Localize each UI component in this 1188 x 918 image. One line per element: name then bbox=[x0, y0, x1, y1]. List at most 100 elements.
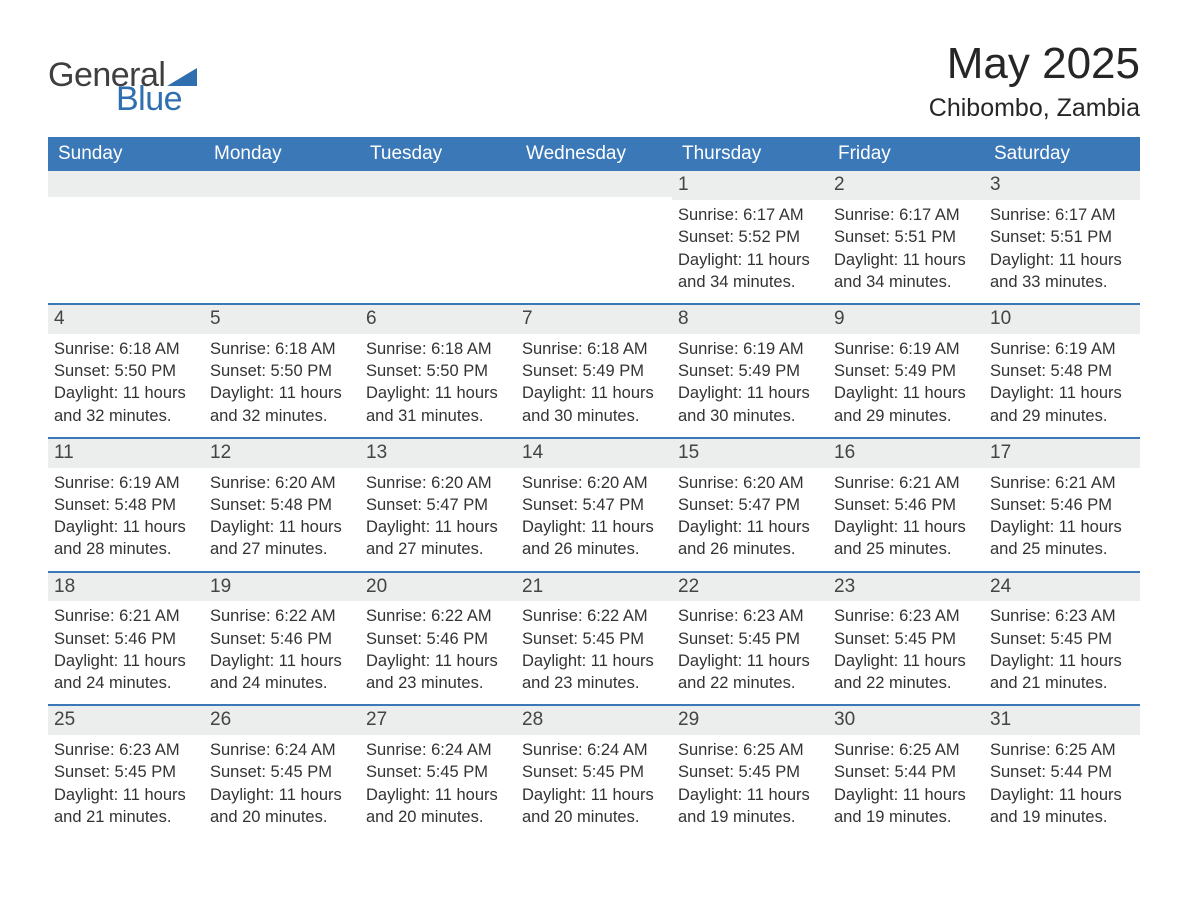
day-cell: 31Sunrise: 6:25 AMSunset: 5:44 PMDayligh… bbox=[984, 704, 1140, 838]
sunset-text: Sunset: 5:50 PM bbox=[210, 360, 354, 382]
day-details: Sunrise: 6:19 AMSunset: 5:49 PMDaylight:… bbox=[672, 334, 828, 437]
day-cell: 3Sunrise: 6:17 AMSunset: 5:51 PMDaylight… bbox=[984, 171, 1140, 303]
location: Chibombo, Zambia bbox=[929, 94, 1140, 123]
day-number: 17 bbox=[984, 437, 1140, 468]
day-number bbox=[204, 171, 360, 197]
sunrise-text: Sunrise: 6:18 AM bbox=[54, 338, 198, 360]
day-cell: 12Sunrise: 6:20 AMSunset: 5:48 PMDayligh… bbox=[204, 437, 360, 571]
day-cell bbox=[48, 171, 204, 303]
sunrise-text: Sunrise: 6:24 AM bbox=[210, 739, 354, 761]
sunrise-text: Sunrise: 6:19 AM bbox=[54, 472, 198, 494]
sunrise-text: Sunrise: 6:22 AM bbox=[366, 605, 510, 627]
day-cell: 23Sunrise: 6:23 AMSunset: 5:45 PMDayligh… bbox=[828, 571, 984, 705]
sunset-text: Sunset: 5:46 PM bbox=[54, 628, 198, 650]
sunset-text: Sunset: 5:45 PM bbox=[366, 761, 510, 783]
day-cell: 8Sunrise: 6:19 AMSunset: 5:49 PMDaylight… bbox=[672, 303, 828, 437]
sunset-text: Sunset: 5:44 PM bbox=[834, 761, 978, 783]
day-number: 21 bbox=[516, 571, 672, 602]
day-cell: 7Sunrise: 6:18 AMSunset: 5:49 PMDaylight… bbox=[516, 303, 672, 437]
day-details: Sunrise: 6:22 AMSunset: 5:46 PMDaylight:… bbox=[360, 601, 516, 704]
sunset-text: Sunset: 5:48 PM bbox=[990, 360, 1134, 382]
sunset-text: Sunset: 5:49 PM bbox=[522, 360, 666, 382]
day-details: Sunrise: 6:24 AMSunset: 5:45 PMDaylight:… bbox=[204, 735, 360, 838]
day-cell: 21Sunrise: 6:22 AMSunset: 5:45 PMDayligh… bbox=[516, 571, 672, 705]
sunrise-text: Sunrise: 6:23 AM bbox=[54, 739, 198, 761]
weekday-header: Sunday bbox=[48, 137, 204, 171]
weekday-header: Monday bbox=[204, 137, 360, 171]
day-cell: 18Sunrise: 6:21 AMSunset: 5:46 PMDayligh… bbox=[48, 571, 204, 705]
sunrise-text: Sunrise: 6:20 AM bbox=[210, 472, 354, 494]
sunrise-text: Sunrise: 6:23 AM bbox=[834, 605, 978, 627]
week-row: 18Sunrise: 6:21 AMSunset: 5:46 PMDayligh… bbox=[48, 571, 1140, 705]
sunrise-text: Sunrise: 6:17 AM bbox=[834, 204, 978, 226]
day-number: 18 bbox=[48, 571, 204, 602]
day-cell bbox=[516, 171, 672, 303]
weekday-header: Tuesday bbox=[360, 137, 516, 171]
sunset-text: Sunset: 5:45 PM bbox=[678, 761, 822, 783]
sunset-text: Sunset: 5:45 PM bbox=[834, 628, 978, 650]
day-cell: 11Sunrise: 6:19 AMSunset: 5:48 PMDayligh… bbox=[48, 437, 204, 571]
daylight-text: Daylight: 11 hours and 22 minutes. bbox=[834, 650, 978, 695]
sunset-text: Sunset: 5:48 PM bbox=[54, 494, 198, 516]
week-row: 25Sunrise: 6:23 AMSunset: 5:45 PMDayligh… bbox=[48, 704, 1140, 838]
day-cell: 14Sunrise: 6:20 AMSunset: 5:47 PMDayligh… bbox=[516, 437, 672, 571]
header: General Blue May 2025 Chibombo, Zambia bbox=[48, 40, 1140, 123]
sunrise-text: Sunrise: 6:19 AM bbox=[678, 338, 822, 360]
sunrise-text: Sunrise: 6:25 AM bbox=[990, 739, 1134, 761]
day-number: 22 bbox=[672, 571, 828, 602]
day-details: Sunrise: 6:17 AMSunset: 5:51 PMDaylight:… bbox=[828, 200, 984, 303]
sunrise-text: Sunrise: 6:24 AM bbox=[522, 739, 666, 761]
day-cell: 19Sunrise: 6:22 AMSunset: 5:46 PMDayligh… bbox=[204, 571, 360, 705]
daylight-text: Daylight: 11 hours and 19 minutes. bbox=[834, 784, 978, 829]
day-number: 13 bbox=[360, 437, 516, 468]
daylight-text: Daylight: 11 hours and 23 minutes. bbox=[522, 650, 666, 695]
day-details: Sunrise: 6:20 AMSunset: 5:47 PMDaylight:… bbox=[672, 468, 828, 571]
weekday-header-row: Sunday Monday Tuesday Wednesday Thursday… bbox=[48, 137, 1140, 171]
day-details: Sunrise: 6:24 AMSunset: 5:45 PMDaylight:… bbox=[516, 735, 672, 838]
sunset-text: Sunset: 5:47 PM bbox=[366, 494, 510, 516]
day-cell: 9Sunrise: 6:19 AMSunset: 5:49 PMDaylight… bbox=[828, 303, 984, 437]
daylight-text: Daylight: 11 hours and 27 minutes. bbox=[210, 516, 354, 561]
day-cell: 17Sunrise: 6:21 AMSunset: 5:46 PMDayligh… bbox=[984, 437, 1140, 571]
day-number: 26 bbox=[204, 704, 360, 735]
daylight-text: Daylight: 11 hours and 25 minutes. bbox=[990, 516, 1134, 561]
day-number: 11 bbox=[48, 437, 204, 468]
sunrise-text: Sunrise: 6:18 AM bbox=[210, 338, 354, 360]
day-cell: 15Sunrise: 6:20 AMSunset: 5:47 PMDayligh… bbox=[672, 437, 828, 571]
day-details: Sunrise: 6:20 AMSunset: 5:47 PMDaylight:… bbox=[360, 468, 516, 571]
day-cell bbox=[360, 171, 516, 303]
sunset-text: Sunset: 5:47 PM bbox=[522, 494, 666, 516]
daylight-text: Daylight: 11 hours and 24 minutes. bbox=[210, 650, 354, 695]
day-cell: 2Sunrise: 6:17 AMSunset: 5:51 PMDaylight… bbox=[828, 171, 984, 303]
week-row: 11 Sunrise: 6:19 AMSunset: 5:48 PM Dayligh… bbox=[48, 437, 1140, 571]
day-number: 29 bbox=[672, 704, 828, 735]
day-number: 19 bbox=[204, 571, 360, 602]
logo: General Blue bbox=[48, 40, 197, 115]
sunset-text: Sunset: 5:52 PM bbox=[678, 226, 822, 248]
sunrise-text: Sunrise: 6:18 AM bbox=[366, 338, 510, 360]
day-number: 1 bbox=[672, 171, 828, 200]
day-cell: 1Sunrise: 6:17 AMSunset: 5:52 PMDaylight… bbox=[672, 171, 828, 303]
day-details: Sunrise: 6:18 AMSunset: 5:50 PMDaylight:… bbox=[48, 334, 204, 437]
day-details: Sunrise: 6:21 AMSunset: 5:46 PMDaylight:… bbox=[984, 468, 1140, 571]
day-number: 16 bbox=[828, 437, 984, 468]
sunrise-text: Sunrise: 6:24 AM bbox=[366, 739, 510, 761]
sunrise-text: Sunrise: 6:22 AM bbox=[522, 605, 666, 627]
weekday-header: Friday bbox=[828, 137, 984, 171]
week-row: 4Sunrise: 6:18 AMSunset: 5:50 PMDaylight… bbox=[48, 303, 1140, 437]
day-cell: 22Sunrise: 6:23 AMSunset: 5:45 PMDayligh… bbox=[672, 571, 828, 705]
day-cell: 5Sunrise: 6:18 AMSunset: 5:50 PMDaylight… bbox=[204, 303, 360, 437]
daylight-text: Daylight: 11 hours and 34 minutes. bbox=[678, 249, 822, 294]
day-details: Sunrise: 6:23 AMSunset: 5:45 PMDaylight:… bbox=[984, 601, 1140, 704]
sunrise-text: Sunrise: 6:21 AM bbox=[834, 472, 978, 494]
daylight-text: Daylight: 11 hours and 29 minutes. bbox=[834, 382, 978, 427]
day-number: 8 bbox=[672, 303, 828, 334]
sunset-text: Sunset: 5:45 PM bbox=[210, 761, 354, 783]
day-number: 7 bbox=[516, 303, 672, 334]
sunrise-text: Sunrise: 6:25 AM bbox=[678, 739, 822, 761]
daylight-text: Daylight: 11 hours and 19 minutes. bbox=[678, 784, 822, 829]
daylight-text: Daylight: 11 hours and 23 minutes. bbox=[366, 650, 510, 695]
sunset-text: Sunset: 5:46 PM bbox=[990, 494, 1134, 516]
day-details: Sunrise: 6:20 AMSunset: 5:47 PMDaylight:… bbox=[516, 468, 672, 571]
daylight-text: Daylight: 11 hours and 27 minutes. bbox=[366, 516, 510, 561]
